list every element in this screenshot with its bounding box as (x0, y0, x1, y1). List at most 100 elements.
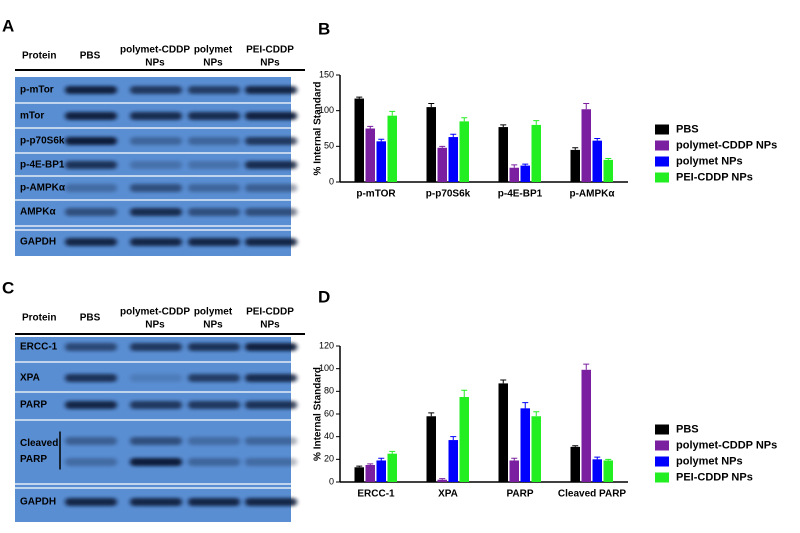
band (130, 458, 182, 466)
row-label: p-p70S6k (20, 136, 65, 147)
y-tick-label: 100 (319, 363, 334, 373)
error-bar (533, 411, 540, 417)
band (65, 161, 117, 169)
bar (376, 141, 386, 182)
band (130, 374, 182, 382)
column-header: PEI-CDDP (246, 45, 294, 56)
bar (426, 416, 436, 482)
band (65, 86, 117, 94)
x-tick-label: p-p70S6k (426, 189, 471, 200)
panel-label: B (318, 19, 330, 38)
y-tick-label: 150 (319, 69, 334, 79)
band (188, 458, 240, 466)
band (130, 343, 182, 351)
bar (376, 460, 386, 482)
y-tick-label: 100 (319, 105, 334, 115)
bar (365, 128, 375, 182)
row-label: PARP (20, 400, 47, 411)
band (130, 184, 182, 192)
bar (592, 459, 602, 482)
band (188, 374, 240, 382)
bar (498, 383, 508, 482)
error-bar (522, 402, 529, 409)
bar (509, 167, 519, 182)
column-header: polymet-CDDP (120, 307, 190, 318)
x-tick-label: p-mTOR (356, 189, 396, 200)
y-tick-label: 60 (324, 408, 334, 418)
legend-swatch (655, 472, 669, 483)
legend-label: polymet-CDDP NPs (676, 139, 777, 151)
x-tick-label: ERCC-1 (357, 489, 395, 500)
row-label: GAPDH (20, 497, 56, 508)
band (245, 343, 297, 351)
panel-label: A (2, 16, 14, 35)
band (245, 161, 297, 169)
y-axis-label: % Internal Standard (313, 367, 324, 461)
legend-label: PBS (676, 123, 699, 135)
band (130, 238, 182, 246)
band (130, 86, 182, 94)
row-label: mTor (20, 111, 44, 122)
band (188, 112, 240, 120)
band (188, 498, 240, 506)
bar (354, 467, 364, 482)
bar (581, 369, 591, 482)
error-bar (594, 137, 601, 141)
row-label: AMPKα (20, 207, 56, 218)
error-bar (605, 157, 612, 160)
band (188, 238, 240, 246)
band (130, 498, 182, 506)
x-tick-label: p-AMPKα (569, 189, 615, 200)
y-tick-label: 0 (329, 176, 334, 186)
row-label: PARP (20, 454, 47, 465)
bar (531, 416, 541, 482)
error-bar (450, 436, 457, 441)
error-bar (605, 458, 612, 461)
band (245, 437, 297, 445)
column-header: NPs (203, 58, 223, 69)
error-bar (378, 138, 385, 142)
header-label: Protein (22, 313, 56, 324)
band (130, 112, 182, 120)
column-header: NPs (260, 58, 280, 69)
band (188, 86, 240, 94)
error-bar (356, 465, 363, 468)
error-bar (450, 133, 457, 138)
bar (603, 460, 613, 482)
band (245, 208, 297, 216)
legend-swatch (655, 140, 669, 151)
error-bar (583, 363, 590, 370)
error-bar (511, 164, 518, 168)
band (65, 112, 117, 120)
band (188, 401, 240, 409)
bar (581, 109, 591, 182)
column-header: NPs (145, 58, 165, 69)
error-bar (533, 120, 540, 125)
band (130, 401, 182, 409)
bar (354, 98, 364, 182)
header-label: Protein (22, 51, 56, 62)
error-bar (572, 445, 579, 447)
band (65, 208, 117, 216)
error-bar (389, 450, 396, 454)
band (130, 437, 182, 445)
bar (459, 121, 469, 182)
band (245, 238, 297, 246)
column-header: NPs (145, 320, 165, 331)
column-header: PBS (80, 313, 101, 324)
legend-label: PEI-CDDP NPs (676, 171, 753, 183)
legend-label: polymet-CDDP NPs (676, 439, 777, 451)
row-label: GAPDH (20, 237, 56, 248)
y-axis-label: % Internal Standard (313, 82, 324, 176)
error-bar (522, 163, 529, 166)
bar (603, 159, 613, 182)
y-tick-label: 50 (324, 141, 334, 151)
column-header: NPs (203, 320, 223, 331)
x-tick-label: XPA (438, 489, 458, 500)
column-header: PEI-CDDP (246, 307, 294, 318)
error-bar (428, 412, 435, 417)
band (65, 498, 117, 506)
band (65, 401, 117, 409)
bar (448, 137, 458, 182)
